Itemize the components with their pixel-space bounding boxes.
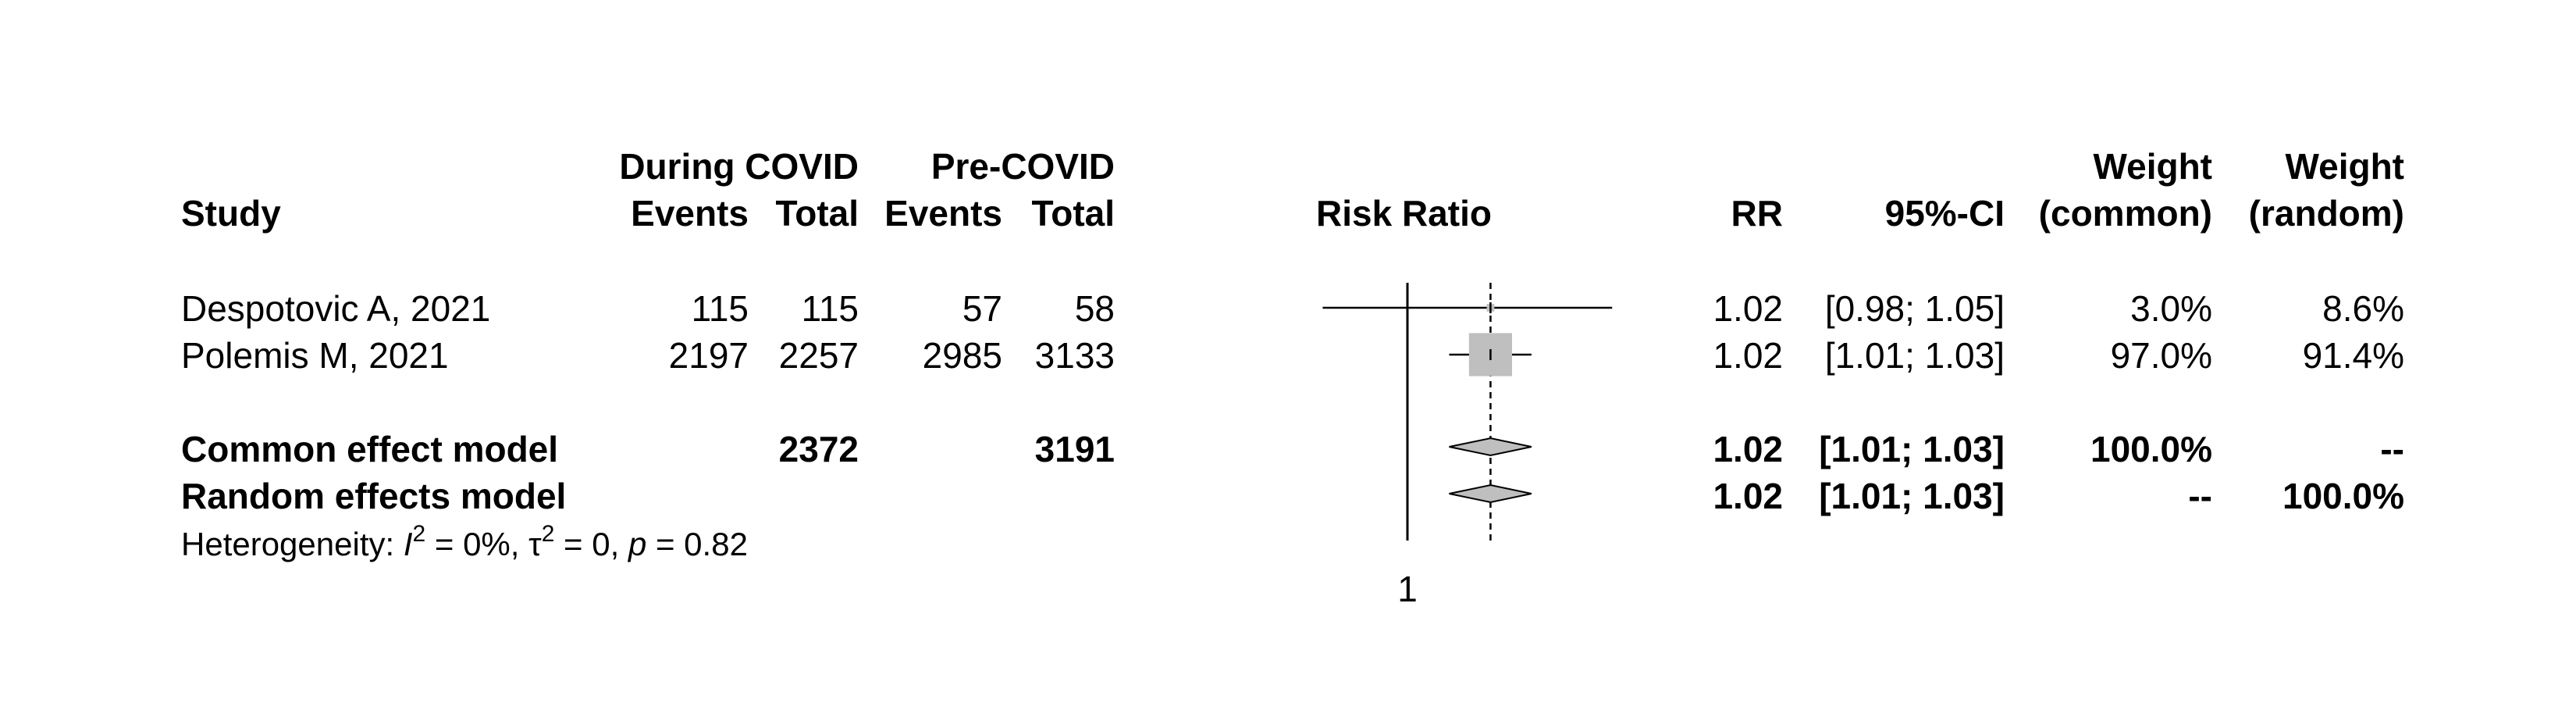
pooled-name: Common effect model	[181, 429, 559, 469]
header-weight-common-sub: (common)	[2038, 193, 2212, 234]
study-rr: 1.02	[1713, 288, 1783, 329]
header-exp-total: Total	[775, 193, 859, 234]
study-weight-random: 8.6%	[2322, 288, 2404, 329]
heterogeneity-text: Heterogeneity: I2 = 0%, τ2 = 0, p = 0.82	[181, 523, 748, 562]
study-ctrl-events: 57	[962, 288, 1002, 329]
i-squared-symbol: I	[403, 526, 413, 562]
tau-squared-value: = 0,	[554, 526, 628, 562]
header-ci: 95%-CI	[1884, 193, 2005, 234]
pooled-ctrl-total: 3191	[1034, 429, 1115, 469]
study-weight-common: 97.0%	[2110, 335, 2212, 376]
pooled-ci: [1.01; 1.03]	[1819, 476, 2005, 516]
header-rr: RR	[1731, 193, 1783, 234]
study-ctrl-total: 3133	[1034, 335, 1115, 376]
tau-squared-exponent: 2	[541, 521, 555, 547]
study-ci: [1.01; 1.03]	[1824, 335, 2005, 376]
header-group-during-covid: During COVID	[619, 146, 859, 187]
study-rr: 1.02	[1713, 335, 1783, 376]
study-exp-total: 2257	[778, 335, 859, 376]
study-name: Despotovic A, 2021	[181, 288, 491, 329]
tau-squared-symbol: τ	[528, 526, 542, 562]
study-exp-events: 115	[691, 288, 749, 329]
pooled-name: Random effects model	[181, 476, 567, 516]
header-ctrl-events: Events	[884, 193, 1002, 234]
heterogeneity-prefix: Heterogeneity:	[181, 526, 404, 562]
pooled-weight-random: --	[2380, 429, 2404, 469]
pooled-diamond	[1449, 484, 1532, 504]
header-ctrl-total: Total	[1031, 193, 1115, 234]
x-tick-label: 1	[1397, 569, 1418, 609]
study-weight-common: 3.0%	[2130, 288, 2212, 329]
pooled-weight-common: --	[2188, 476, 2212, 516]
header-weight-random: Weight	[2285, 146, 2404, 187]
study-ctrl-events: 2985	[922, 335, 1002, 376]
header-group-pre-covid: Pre-COVID	[930, 146, 1115, 187]
header-weight-random-sub: (random)	[2248, 193, 2404, 234]
study-exp-total: 115	[801, 288, 859, 329]
pooled-weight-common: 100.0%	[2090, 429, 2212, 469]
study-weight-random: 91.4%	[2302, 335, 2404, 376]
pooled-rr: 1.02	[1713, 476, 1783, 516]
study-name: Polemis M, 2021	[181, 335, 449, 376]
i-squared-value: = 0%,	[425, 526, 529, 562]
i-squared-exponent: 2	[412, 521, 426, 547]
pooled-weight-random: 100.0%	[2282, 476, 2404, 516]
study-exp-events: 2197	[668, 335, 749, 376]
study-ci: [0.98; 1.05]	[1824, 288, 2005, 329]
pooled-exp-total: 2372	[778, 429, 859, 469]
header-exp-events: Events	[631, 193, 749, 234]
study-ctrl-total: 58	[1074, 288, 1115, 329]
p-value: = 0.82	[646, 526, 748, 562]
pooled-ci: [1.01; 1.03]	[1819, 429, 2005, 469]
header-weight-common: Weight	[2093, 146, 2212, 187]
header-risk-ratio: Risk Ratio	[1316, 193, 1492, 234]
pooled-rr: 1.02	[1713, 429, 1783, 469]
pooled-diamond	[1449, 437, 1532, 457]
header-study: Study	[181, 193, 281, 234]
p-symbol: p	[628, 526, 647, 562]
